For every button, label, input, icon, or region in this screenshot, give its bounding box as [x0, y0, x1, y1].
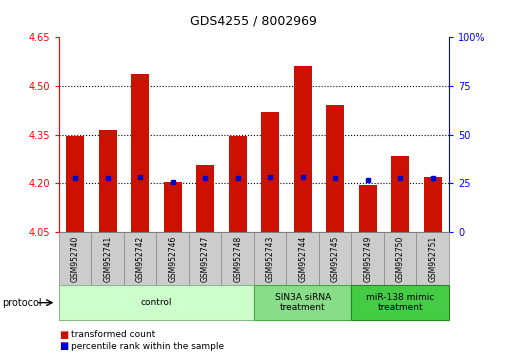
Text: protocol: protocol: [3, 298, 42, 308]
Text: GSM952748: GSM952748: [233, 235, 242, 281]
Text: ■: ■: [59, 330, 68, 339]
Text: GSM952743: GSM952743: [266, 235, 274, 282]
Text: miR-138 mimic
treatment: miR-138 mimic treatment: [366, 293, 435, 312]
Bar: [91, 232, 124, 285]
Text: GSM952742: GSM952742: [136, 235, 145, 281]
Bar: [124, 232, 156, 285]
Bar: [156, 232, 189, 285]
Text: control: control: [141, 298, 172, 307]
Bar: [59, 285, 254, 320]
Text: ■: ■: [59, 341, 68, 351]
Bar: [164, 182, 182, 232]
Bar: [131, 74, 149, 232]
Bar: [359, 185, 377, 232]
Bar: [222, 232, 254, 285]
Text: percentile rank within the sample: percentile rank within the sample: [71, 342, 224, 351]
Text: GDS4255 / 8002969: GDS4255 / 8002969: [190, 14, 318, 27]
Bar: [189, 232, 222, 285]
Text: GSM952747: GSM952747: [201, 235, 210, 282]
Bar: [391, 156, 409, 232]
Bar: [99, 130, 116, 232]
Bar: [229, 136, 247, 232]
Bar: [254, 285, 351, 320]
Bar: [59, 232, 91, 285]
Text: GSM952740: GSM952740: [71, 235, 80, 282]
Bar: [254, 232, 286, 285]
Text: GSM952745: GSM952745: [331, 235, 340, 282]
Bar: [351, 285, 449, 320]
Bar: [196, 165, 214, 232]
Text: GSM952741: GSM952741: [103, 235, 112, 281]
Text: GSM952744: GSM952744: [298, 235, 307, 282]
Bar: [286, 232, 319, 285]
Bar: [319, 232, 351, 285]
Bar: [417, 232, 449, 285]
Bar: [294, 67, 311, 232]
Text: transformed count: transformed count: [71, 330, 155, 339]
Bar: [261, 112, 279, 232]
Bar: [351, 232, 384, 285]
Text: SIN3A siRNA
treatment: SIN3A siRNA treatment: [274, 293, 331, 312]
Bar: [384, 232, 417, 285]
Text: GSM952746: GSM952746: [168, 235, 177, 282]
Bar: [424, 177, 442, 232]
Text: GSM952751: GSM952751: [428, 235, 437, 281]
Text: GSM952750: GSM952750: [396, 235, 405, 282]
Bar: [326, 105, 344, 232]
Text: GSM952749: GSM952749: [363, 235, 372, 282]
Bar: [66, 136, 84, 232]
